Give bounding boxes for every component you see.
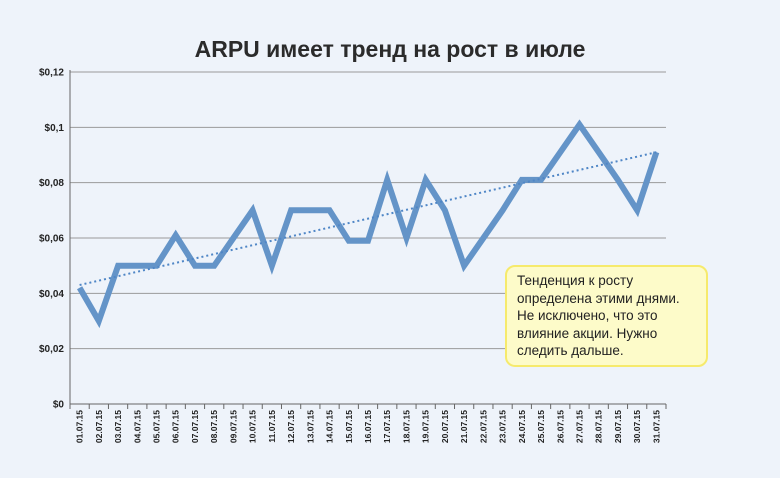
x-tick-label: 02.07.15 — [94, 410, 104, 443]
x-tick-label: 01.07.15 — [75, 410, 85, 443]
x-tick-label: 11.07.15 — [267, 410, 277, 443]
y-tick-label: $0,08 — [39, 178, 64, 189]
x-tick-label: 13.07.15 — [305, 410, 315, 443]
x-tick-label: 07.07.15 — [190, 410, 200, 443]
x-tick-label: 06.07.15 — [171, 410, 181, 443]
trendline — [79, 151, 657, 287]
x-tick-label: 29.07.15 — [613, 410, 623, 443]
axes — [69, 70, 667, 409]
y-tick-label: $0,04 — [39, 289, 64, 300]
x-axis-ticks: 01.07.15 02.07.15 03.07.15 04.07.15 05.07.15… — [75, 410, 662, 443]
series-layer — [77, 119, 660, 329]
x-tick-label: 14.07.15 — [325, 410, 335, 443]
y-tick-label: $0 — [53, 400, 65, 411]
x-tick-label: 08.07.15 — [209, 410, 219, 443]
x-tick-label: 31.07.15 — [651, 410, 661, 443]
x-tick-label: 03.07.15 — [113, 410, 123, 443]
chart-title: ARPU имеет тренд на рост в июле — [194, 36, 586, 62]
x-tick-label: 24.07.15 — [517, 410, 527, 443]
x-tick-label: 19.07.15 — [421, 410, 431, 443]
y-tick-label: $0,12 — [39, 68, 64, 79]
y-tick-label: $0,02 — [39, 344, 64, 355]
x-tick-label: 28.07.15 — [594, 410, 604, 443]
x-tick-label: 04.07.15 — [132, 410, 142, 443]
x-tick-label: 16.07.15 — [363, 410, 373, 443]
annotation-line: Не исключено, что это — [517, 308, 658, 323]
annotation-callout: Тенденция к росту определена этими днями… — [505, 265, 708, 367]
x-tick-label: 26.07.15 — [555, 410, 565, 443]
annotation-line: Тенденция к росту — [517, 273, 634, 288]
series-line — [77, 119, 660, 329]
y-tick-label: $0,06 — [39, 234, 64, 245]
x-tick-label: 27.07.15 — [574, 410, 584, 443]
x-tick-label: 21.07.15 — [459, 410, 469, 443]
x-tick-label: 09.07.15 — [228, 410, 238, 443]
x-tick-label: 30.07.15 — [632, 410, 642, 443]
x-tick-label: 12.07.15 — [286, 410, 296, 443]
x-tick-label: 05.07.15 — [152, 410, 162, 443]
x-tick-label: 22.07.15 — [478, 410, 488, 443]
x-tick-label: 25.07.15 — [536, 410, 546, 443]
x-tick-label: 18.07.15 — [401, 410, 411, 443]
x-tick-label: 10.07.15 — [248, 410, 258, 443]
x-tick-label: 17.07.15 — [382, 410, 392, 443]
annotation-line: следить дальше. — [517, 343, 624, 358]
x-tick-label: 23.07.15 — [498, 410, 508, 443]
x-tick-label: 20.07.15 — [440, 410, 450, 443]
y-tick-label: $0,1 — [45, 123, 65, 134]
y-axis-ticks: $0 $0,02 $0,04 $0,06 $0,08 $0,1 $0,12 — [39, 68, 64, 411]
x-tick-label: 15.07.15 — [344, 410, 354, 443]
annotation-line: определена этими днями. — [517, 290, 680, 306]
annotation-line: влияние акции. Нужно — [517, 325, 658, 341]
